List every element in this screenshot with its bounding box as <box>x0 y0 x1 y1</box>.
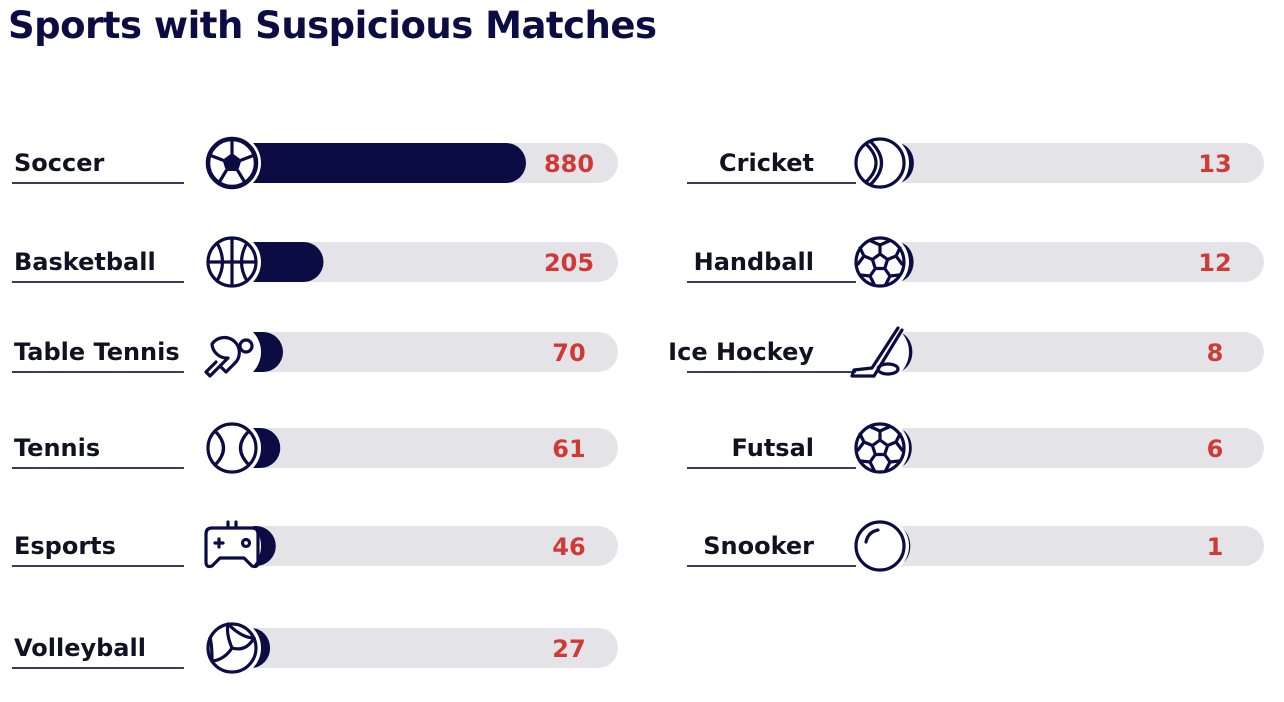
gamepad-icon <box>203 517 261 575</box>
value-label: 880 <box>544 150 594 178</box>
category-label: Basketball <box>14 248 156 276</box>
cricket-ball-icon <box>851 134 909 192</box>
category-label: Snooker <box>703 532 814 560</box>
bar-row-tennis: Tennis 61 <box>12 419 618 477</box>
value-label: 27 <box>552 635 585 663</box>
bar-track <box>880 428 1264 468</box>
category-label: Soccer <box>14 149 105 177</box>
category-label: Cricket <box>719 149 814 177</box>
bar-row-esports: Esports 46 <box>12 517 618 575</box>
bar-track <box>880 526 1264 566</box>
bar-row-soccer: Soccer 880 <box>12 134 618 192</box>
value-label: 13 <box>1198 150 1231 178</box>
bar-row-futsal: Futsal 6 <box>687 419 1264 477</box>
bar-track <box>880 242 1264 282</box>
value-label: 6 <box>1207 435 1224 463</box>
value-label: 8 <box>1207 339 1224 367</box>
category-label: Ice Hockey <box>668 338 814 366</box>
bar-track <box>880 332 1264 372</box>
snooker-ball-icon <box>851 517 909 575</box>
bar-soccer <box>232 143 526 183</box>
category-label: Esports <box>14 532 116 560</box>
bar-track <box>232 332 618 372</box>
tennis-ball-icon <box>203 419 261 477</box>
bar-track <box>232 628 618 668</box>
hockey-stick-icon <box>850 323 909 381</box>
value-label: 12 <box>1198 249 1231 277</box>
bar-row-volleyball: Volleyball 27 <box>12 619 618 677</box>
value-label: 46 <box>552 533 585 561</box>
value-label: 1 <box>1207 533 1224 561</box>
value-label: 61 <box>552 435 585 463</box>
chart-title: Sports with Suspicious Matches <box>8 4 657 47</box>
category-label: Volleyball <box>14 634 146 662</box>
value-label: 70 <box>552 339 585 367</box>
category-label: Futsal <box>732 434 814 462</box>
soccer-ball-icon <box>203 134 261 192</box>
bar-track <box>232 526 618 566</box>
category-label: Tennis <box>14 434 100 462</box>
basketball-icon <box>203 233 261 291</box>
volleyball-icon <box>203 619 261 677</box>
bar-row-ice-hockey: Ice Hockey 8 <box>668 323 1264 381</box>
bar-row-table-tennis: Table Tennis 70 <box>12 323 618 381</box>
handball-icon <box>851 233 909 291</box>
bar-row-snooker: Snooker 1 <box>687 517 1264 575</box>
bar-row-cricket: Cricket 13 <box>687 134 1264 192</box>
category-label: Table Tennis <box>14 338 180 366</box>
bar-track <box>232 428 618 468</box>
bar-track <box>880 143 1264 183</box>
bar-row-basketball: Basketball 205 <box>12 233 618 291</box>
bar-track <box>232 242 618 282</box>
bar-row-handball: Handball 12 <box>687 233 1264 291</box>
category-label: Handball <box>694 248 814 276</box>
value-label: 205 <box>544 249 594 277</box>
futsal-ball-icon <box>851 419 909 477</box>
table-tennis-paddle-icon <box>203 323 261 381</box>
